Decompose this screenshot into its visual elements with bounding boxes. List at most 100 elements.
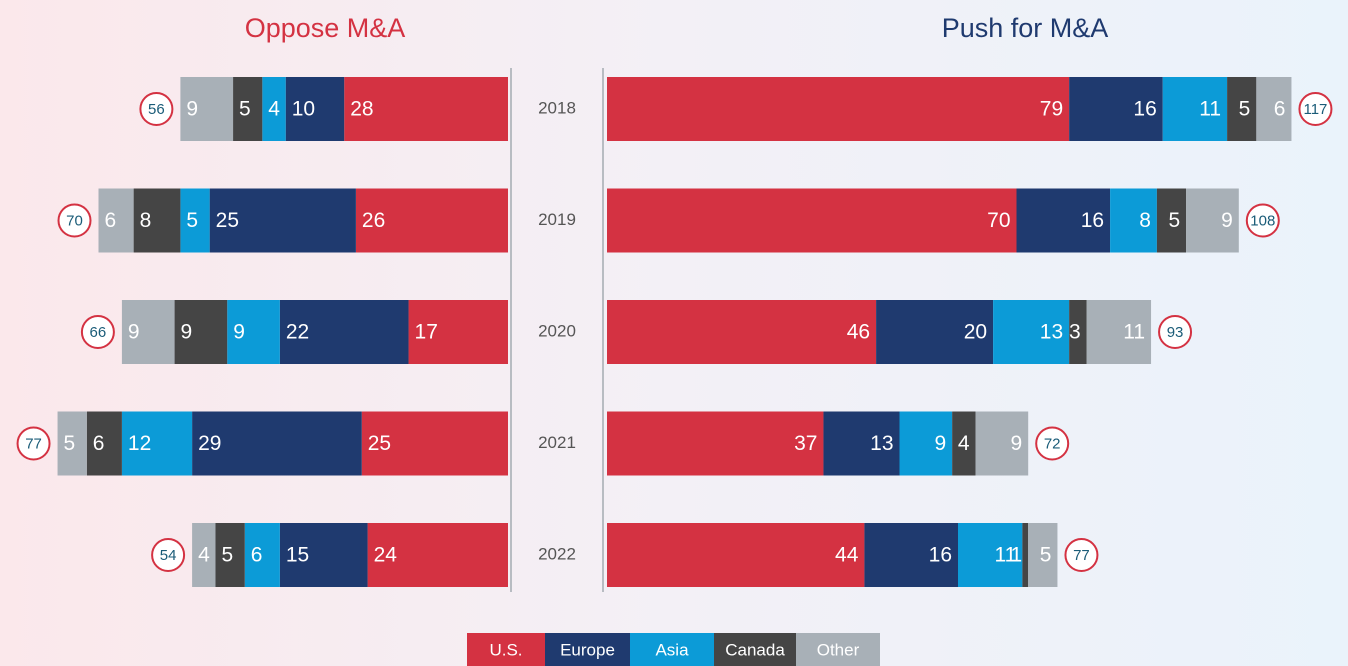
value-label: 11 [1199,98,1221,121]
bar-segment [1162,77,1228,141]
value-label: 46 [847,321,870,344]
total-label: 117 [1303,101,1327,118]
total-circle [57,203,92,238]
bar-segment [975,411,1029,476]
value-label: 4 [198,544,210,567]
year-label: 2021 [538,433,576,452]
year-label: 2019 [538,210,576,229]
bar-segment [607,300,877,364]
bar-segment [607,77,1070,141]
bar-segment [192,523,216,587]
value-label: 9 [1221,209,1233,232]
bar-segment [279,300,409,364]
value-label: 20 [964,321,987,344]
bar-segment [899,411,953,476]
total-circle [1035,426,1070,461]
bar-segment [1086,300,1152,364]
bar-segment [121,300,175,364]
value-label: 11 [995,544,1017,567]
bar-segment [57,411,87,476]
value-label: 16 [929,544,952,567]
value-label: 24 [374,544,398,567]
value-label: 37 [794,432,817,455]
value-label: 6 [93,432,105,455]
value-label: 12 [128,432,151,455]
bar-segment [1186,188,1239,253]
value-label: 44 [835,544,859,567]
bar-segment [180,188,210,253]
total-label: 108 [1250,212,1275,229]
value-label: 5 [1168,209,1180,232]
bar-segment [1022,523,1029,587]
total-label: 56 [148,101,165,118]
value-label: 4 [958,432,970,455]
bar-segment [952,411,976,476]
legend-swatch [796,633,880,666]
value-label: 22 [286,321,309,344]
bar-segment [215,523,245,587]
bar-segment [86,411,122,476]
total-circle [139,92,174,126]
bar-segment [262,77,286,141]
value-label: 28 [350,98,373,121]
total-label: 70 [66,212,83,229]
total-label: 77 [25,435,42,452]
value-label: 13 [870,432,893,455]
value-label: 5 [1239,98,1251,121]
value-label: 16 [1133,98,1156,121]
legend-label: Other [817,640,860,659]
value-label: 3 [1069,321,1081,344]
value-label: 26 [362,209,385,232]
value-label: 17 [415,321,438,344]
total-circle [151,538,186,572]
bar-segment [408,300,508,364]
value-label: 16 [1081,209,1104,232]
value-label: 6 [105,209,117,232]
bar-segment [1227,77,1257,141]
bar-segment [279,523,368,587]
year-label: 2022 [538,544,576,563]
total-circle [1158,315,1193,349]
legend-swatch [714,633,796,666]
bar-segment [180,77,234,141]
total-label: 54 [160,547,177,564]
year-label: 2018 [538,98,576,117]
total-label: 93 [1167,324,1184,341]
value-label: 10 [292,98,315,121]
bar-segment [1016,188,1111,253]
bar-segment [98,188,134,253]
bar-segment [1069,77,1163,141]
value-label: 4 [268,98,280,121]
value-label: 5 [1040,544,1052,567]
bar-segment [344,77,508,141]
bar-segment [133,188,181,253]
bar-segment [355,188,508,253]
year-label: 2020 [538,321,576,340]
total-label: 72 [1044,435,1061,452]
bar-segment [209,188,356,253]
value-label: 25 [368,432,391,455]
bar-segment [192,411,362,476]
bar-segment [958,523,1023,587]
bar-segment [367,523,508,587]
legend-label: Asia [655,640,689,659]
total-circle [1298,92,1333,126]
bar-segment [607,523,865,587]
bar-segment [823,411,900,476]
value-label: 9 [934,432,946,455]
bar-segment [607,411,824,476]
bar-segment [361,411,508,476]
value-label: 70 [987,209,1010,232]
bar-segment [1156,188,1187,253]
value-label: 9 [1011,432,1023,455]
total-label: 77 [1073,547,1090,564]
total-circle [80,315,115,349]
bar-segment [244,523,280,587]
value-label: 8 [140,209,152,232]
legend-swatch [630,633,714,666]
bar-segment [233,77,263,141]
bar-segment [1110,188,1157,253]
panel-title: Push for M&A [942,13,1109,43]
bar-segment [864,523,958,587]
